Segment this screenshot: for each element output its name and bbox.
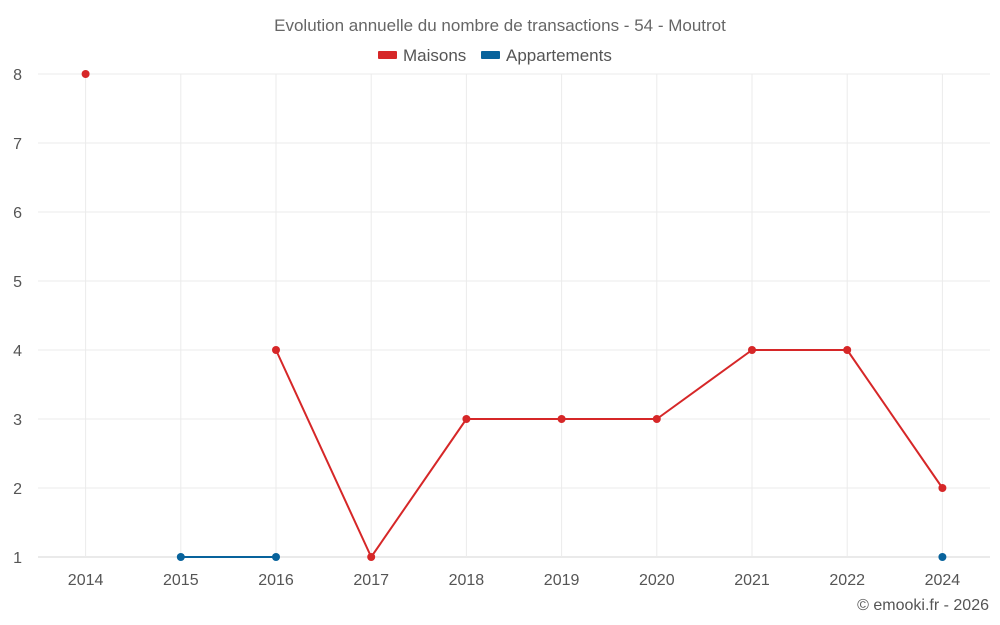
x-tick-label: 2014 — [68, 572, 104, 589]
x-tick-label: 2024 — [925, 572, 961, 589]
grid — [38, 73, 990, 558]
legend-swatch-maisons — [378, 51, 397, 59]
legend-label-appartements: Appartements — [506, 46, 612, 65]
series-line-maisons — [275, 349, 944, 558]
x-tick-label: 2019 — [544, 572, 580, 589]
data-point-maisons-2021[interactable] — [748, 346, 756, 354]
y-tick-label: 5 — [13, 274, 22, 291]
data-point-maisons-2019[interactable] — [557, 415, 566, 423]
x-tick-label: 2017 — [353, 572, 389, 589]
y-tick-label: 4 — [13, 343, 22, 360]
data-point-maisons-2014[interactable] — [81, 70, 90, 78]
series-maisons — [81, 70, 947, 561]
x-axis-ticks: 2014 2015 2016 2017 2018 2019 2020 2021 2022 2024 — [68, 572, 960, 589]
y-tick-label: 2 — [13, 481, 22, 498]
data-point-appartements-2024[interactable] — [938, 553, 947, 561]
data-point-appartements-2016[interactable] — [272, 553, 280, 561]
data-point-maisons-2017[interactable] — [367, 553, 376, 561]
legend: Maisons Appartements — [378, 46, 612, 65]
legend-label-maisons: Maisons — [403, 46, 466, 65]
y-tick-label: 6 — [13, 205, 22, 222]
x-tick-label: 2020 — [639, 572, 675, 589]
data-point-maisons-2024[interactable] — [938, 484, 947, 492]
x-tick-label: 2018 — [449, 572, 485, 589]
x-tick-label: 2016 — [258, 572, 294, 589]
legend-swatch-appartements — [481, 51, 500, 59]
data-point-maisons-2022[interactable] — [843, 346, 852, 354]
data-point-appartements-2015[interactable] — [176, 553, 185, 561]
y-tick-label: 3 — [13, 412, 22, 429]
y-axis-ticks: 1 2 3 4 5 6 7 8 — [13, 67, 22, 567]
x-tick-label: 2021 — [734, 572, 770, 589]
data-point-maisons-2016[interactable] — [272, 346, 280, 354]
series-appartements — [176, 553, 947, 561]
legend-item-appartements[interactable]: Appartements — [481, 46, 612, 65]
data-point-maisons-2020[interactable] — [652, 415, 661, 423]
y-tick-label: 7 — [13, 136, 22, 153]
chart-title: Evolution annuelle du nombre de transact… — [274, 16, 726, 35]
y-tick-label: 1 — [13, 550, 22, 567]
x-tick-label: 2015 — [163, 572, 199, 589]
x-tick-label: 2022 — [829, 572, 865, 589]
data-point-maisons-2018[interactable] — [462, 415, 471, 423]
copyright-credit: © emooki.fr - 2026 — [857, 597, 989, 614]
series-layer — [81, 70, 947, 561]
y-tick-label: 8 — [13, 67, 22, 84]
legend-item-maisons[interactable]: Maisons — [378, 46, 466, 65]
